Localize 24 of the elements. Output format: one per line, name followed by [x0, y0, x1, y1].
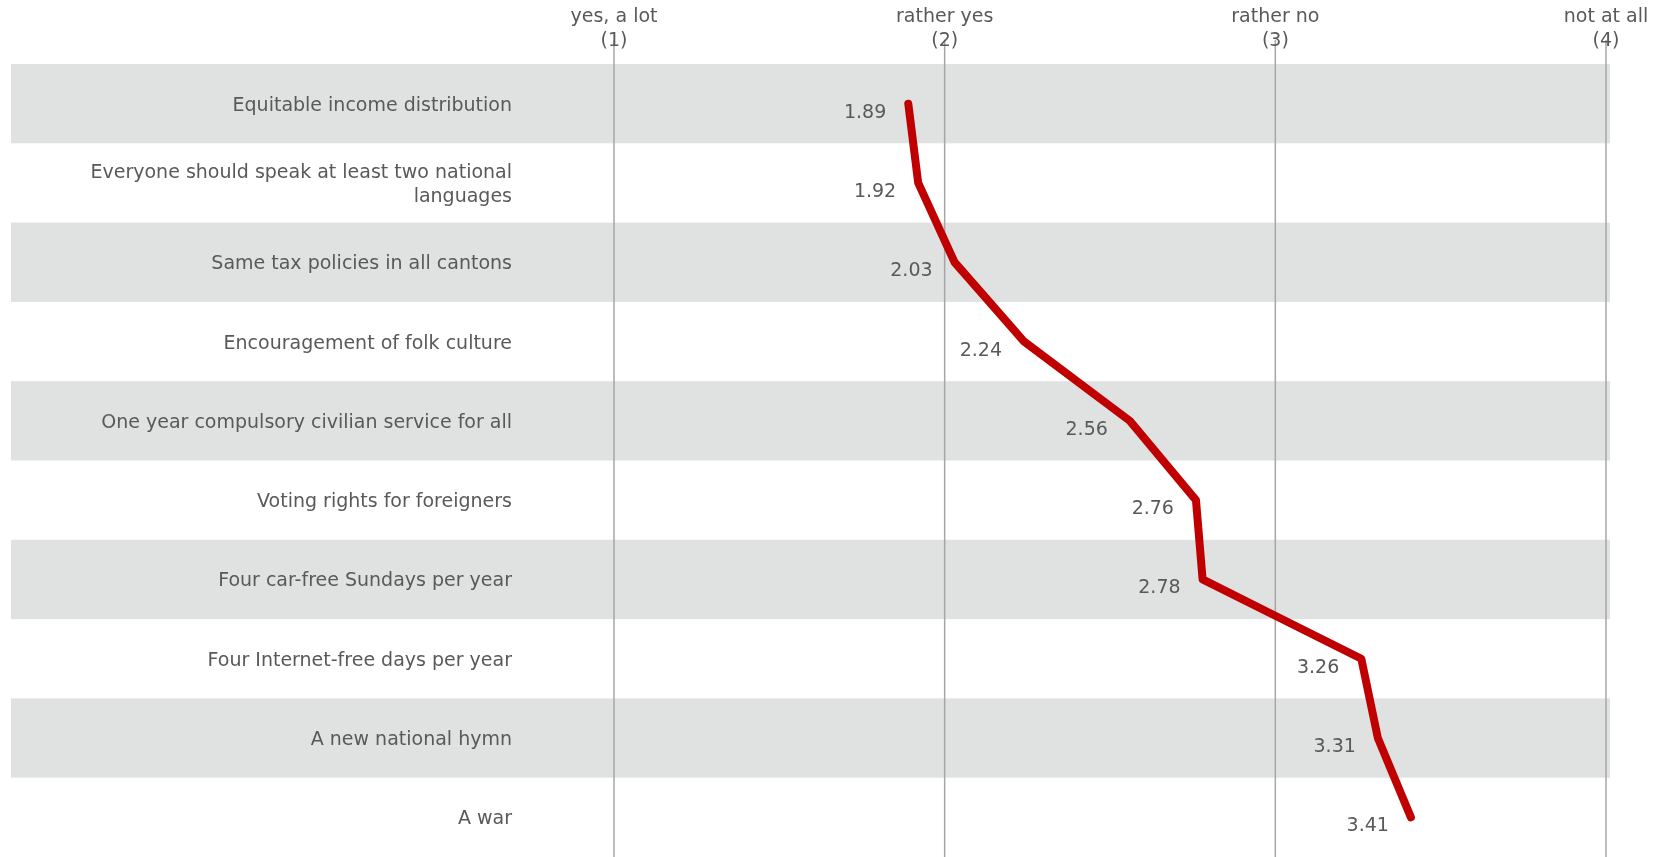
- y-tick-label: Equitable income distribution: [232, 92, 512, 115]
- data-label: 1.89: [843, 99, 887, 122]
- x-tick-label: rather yes (2): [896, 4, 994, 50]
- data-label: 2.03: [890, 258, 933, 281]
- data-label: 3.31: [1313, 734, 1356, 757]
- y-tick-label: Same tax policies in all cantons: [211, 251, 512, 274]
- y-tick-label: A new national hymn: [310, 727, 512, 750]
- data-label: 3.26: [1296, 654, 1340, 677]
- y-tick-label: One year compulsory civilian service for all: [101, 409, 512, 432]
- x-tick-label: rather no (3): [1231, 4, 1320, 50]
- data-label: 2.24: [959, 337, 1003, 360]
- y-tick-label: Everyone should speak at least two national languages: [90, 159, 512, 206]
- data-label: 2.56: [1065, 416, 1108, 439]
- x-tick-label: yes, a lot (1): [570, 4, 658, 50]
- y-tick-label: A war: [457, 806, 513, 829]
- y-tick-label: Four car-free Sundays per year: [218, 568, 513, 591]
- y-tick-label: Four Internet-free days per year: [207, 647, 513, 670]
- data-label: 3.41: [1346, 813, 1389, 836]
- y-tick-label: Encouragement of folk culture: [223, 330, 512, 353]
- data-label: 2.78: [1138, 575, 1181, 598]
- y-tick-label: Voting rights for foreigners: [257, 489, 512, 512]
- data-label: 2.76: [1131, 496, 1174, 519]
- data-label: 1.92: [853, 178, 897, 201]
- x-tick-label: not at all (4): [1563, 4, 1649, 50]
